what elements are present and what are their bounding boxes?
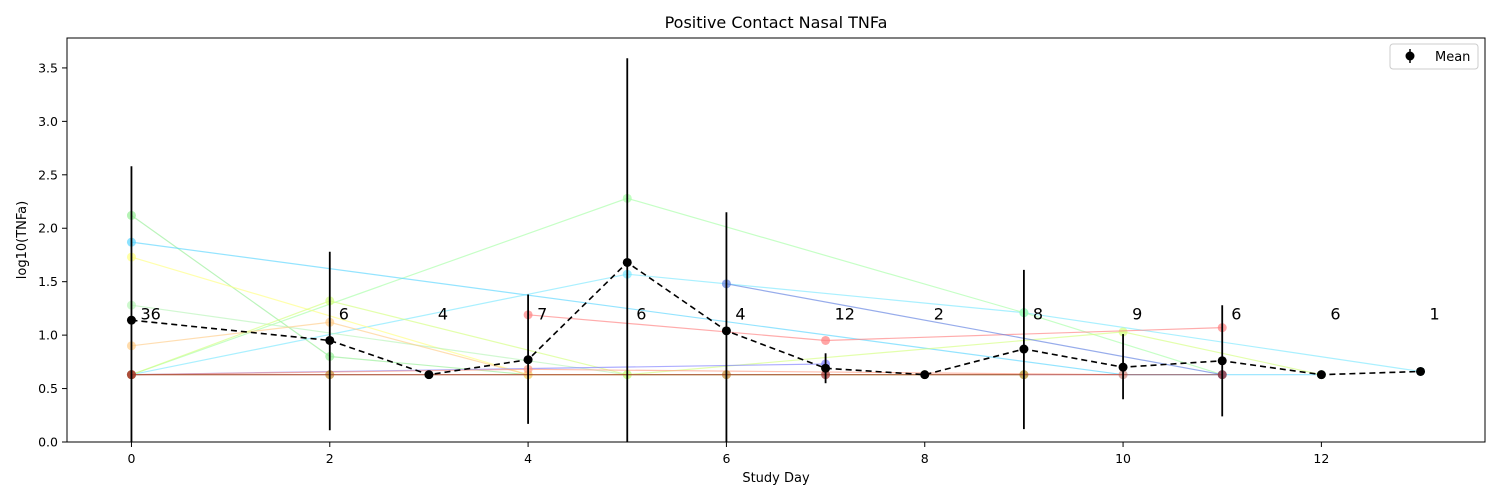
mean-line <box>131 261 1421 376</box>
subject-line-2 <box>131 197 1223 376</box>
y-axis-label: log10(TNFa) <box>15 201 30 279</box>
y-axis: 0.0 0.5 1.0 1.5 2.0 2.5 3.0 3.5 <box>38 60 67 450</box>
x-tick-label-1: 2 <box>326 451 334 466</box>
subject-line-8 <box>528 314 1223 342</box>
count-label-9: 9 <box>1132 305 1142 324</box>
chart-title: Positive Contact Nasal TNFa <box>665 13 888 32</box>
x-axis-label: Study Day <box>742 471 810 486</box>
x-tick-label-5: 10 <box>1115 451 1131 466</box>
y-tick-label-4: 2.0 <box>38 221 58 236</box>
subject-line-5 <box>131 304 1024 376</box>
count-label-4: 6 <box>636 305 646 324</box>
y-tick-label-2: 1.0 <box>38 328 58 343</box>
x-tick-label-0: 0 <box>127 451 135 466</box>
count-label-11: 6 <box>1330 305 1340 324</box>
subject-line-9 <box>726 283 1223 376</box>
mean-point-1 <box>325 335 335 345</box>
mean-point-11 <box>1316 370 1326 380</box>
count-label-3: 7 <box>537 305 547 324</box>
mean-point-9 <box>1118 362 1128 372</box>
mean-point-10 <box>1217 356 1227 366</box>
x-tick-label-4: 8 <box>921 451 929 466</box>
count-label-12: 1 <box>1430 305 1440 324</box>
legend-frame <box>1389 43 1479 70</box>
mean-point-4 <box>622 257 632 267</box>
subject-point-8-1 <box>821 335 831 345</box>
count-label-2: 4 <box>438 305 448 324</box>
count-label-5: 4 <box>735 305 745 324</box>
subject-point-7-3 <box>1118 327 1128 337</box>
x-tick-label-2: 4 <box>524 451 532 466</box>
mean-point-2 <box>424 370 434 380</box>
mean-series-group <box>126 58 1426 442</box>
count-label-10: 6 <box>1231 305 1241 324</box>
mean-point-6 <box>821 363 831 373</box>
y-tick-label-7: 3.5 <box>38 60 58 75</box>
count-label-6: 12 <box>835 305 855 324</box>
y-tick-label-6: 3.0 <box>38 114 58 129</box>
count-label-7: 2 <box>934 305 944 324</box>
x-axis: 0 2 4 6 8 10 12 <box>127 442 1329 466</box>
count-label-1: 6 <box>339 305 349 324</box>
legend-mean-marker <box>1405 51 1415 61</box>
x-tick-label-3: 6 <box>722 451 730 466</box>
plot-frame <box>66 37 1486 443</box>
mean-point-3 <box>523 355 533 365</box>
y-tick-label-0: 0.0 <box>38 435 58 450</box>
legend-mean-label: Mean <box>1435 50 1470 65</box>
count-label-8: 8 <box>1033 305 1043 324</box>
mean-point-8 <box>1019 344 1029 354</box>
y-tick-label-3: 1.5 <box>38 274 58 289</box>
subject-line-0 <box>131 273 1421 376</box>
x-tick-label-6: 12 <box>1313 451 1329 466</box>
mean-point-0 <box>126 315 136 325</box>
mean-point-7 <box>920 370 930 380</box>
count-labels-group: 36 6 4 7 6 4 12 2 8 9 6 6 1 <box>140 305 1439 324</box>
y-tick-label-5: 2.5 <box>38 167 58 182</box>
subject-series-group <box>126 193 1426 380</box>
mean-point-5 <box>721 326 731 336</box>
mean-point-12 <box>1416 366 1426 376</box>
legend: Mean <box>1389 43 1479 70</box>
count-label-0: 36 <box>140 305 160 324</box>
y-tick-label-1: 0.5 <box>38 381 58 396</box>
